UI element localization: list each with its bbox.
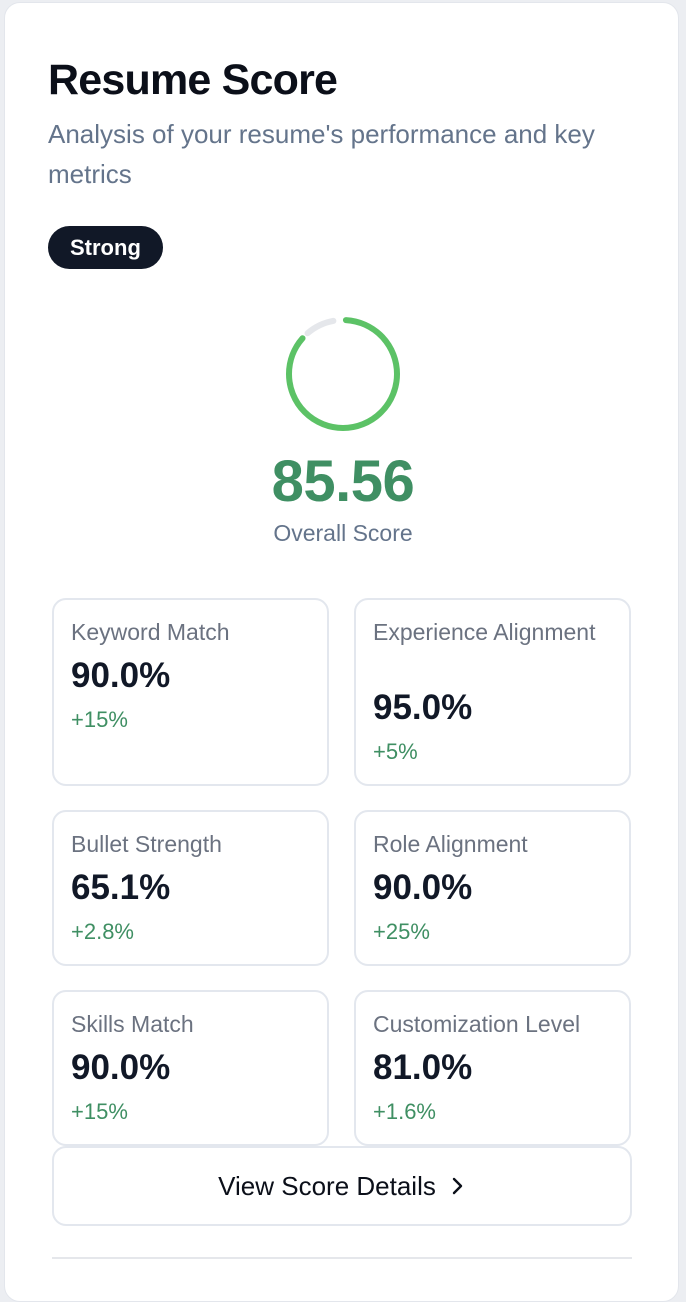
metric-card-bullet-strength: Bullet Strength 65.1% +2.8% [52,810,329,966]
metric-value: 65.1% [71,868,171,907]
view-score-details-label: View Score Details [218,1170,436,1201]
metric-value: 90.0% [71,656,171,695]
progress-ring-svg [286,317,400,431]
metric-label: Skills Match [71,1011,194,1037]
metric-value: 90.0% [71,1048,171,1087]
metric-label: Experience Alignment [373,619,596,645]
section-divider [52,1257,632,1259]
metric-card-experience-alignment: Experience Alignment 95.0% +5% [354,598,631,786]
metric-label: Customization Level [373,1011,581,1037]
metric-change: +15% [71,1099,128,1124]
metric-change: +5% [373,739,418,764]
metric-change: +1.6% [373,1099,436,1124]
metric-change: +2.8% [71,919,134,944]
metric-change: +25% [373,919,430,944]
page-title: Resume Score [48,56,338,104]
score-rating-badge: Strong [48,226,163,269]
overall-score-label: Overall Score [273,520,413,546]
metric-card-customization-level: Customization Level 81.0% +1.6% [354,990,631,1146]
chevron-right-icon [450,1176,466,1196]
metric-label: Bullet Strength [71,831,222,857]
metric-card-keyword-match: Keyword Match 90.0% +15% [52,598,329,786]
metric-value: 95.0% [373,688,473,727]
metric-label: Role Alignment [373,831,528,857]
ring-progress-arc [286,317,400,431]
metric-value: 90.0% [373,868,473,907]
metric-card-skills-match: Skills Match 90.0% +15% [52,990,329,1146]
metric-change: +15% [71,707,128,732]
metric-label: Keyword Match [71,619,230,645]
metric-card-role-alignment: Role Alignment 90.0% +25% [354,810,631,966]
overall-score-ring [283,314,403,434]
overall-score-value: 85.56 [271,449,415,514]
page-subtitle: Analysis of your resume's performance an… [48,119,595,189]
metric-value: 81.0% [373,1048,473,1087]
view-score-details-button[interactable]: View Score Details [52,1146,632,1226]
